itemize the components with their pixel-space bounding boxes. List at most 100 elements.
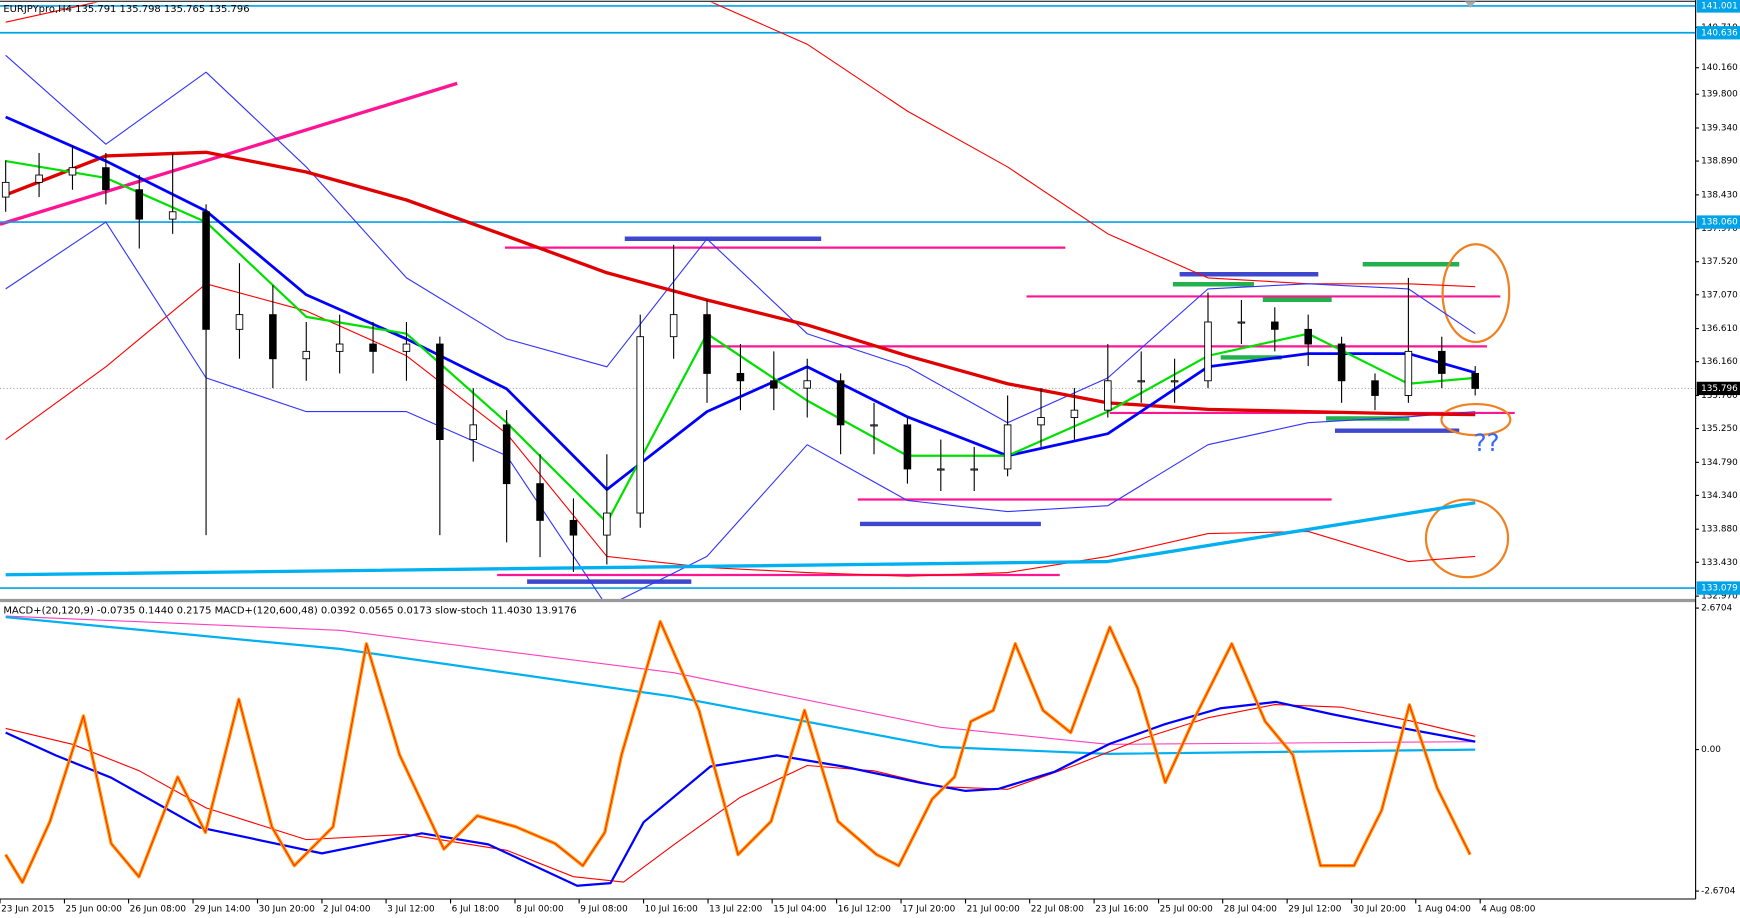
x-tick-label: 28 Jul 04:00 — [1224, 904, 1277, 914]
y-tick-label: 135.700 — [1701, 391, 1738, 401]
candle-body — [168, 211, 177, 220]
stoch-signal — [5, 621, 1471, 883]
candle-body — [402, 343, 411, 352]
y-tick-label: 137.520 — [1701, 257, 1738, 267]
y-tick-label: 138.890 — [1701, 157, 1738, 167]
x-tick-label: 26 Jun 08:00 — [130, 904, 187, 914]
overlay-line — [5, 54, 1476, 424]
green-markers — [1172, 262, 1460, 421]
y-tick-label: 133.430 — [1701, 558, 1738, 568]
candle-body — [135, 189, 144, 220]
candle-body — [1337, 343, 1346, 382]
blue-markers — [527, 236, 1460, 584]
x-tick-label: 9 Jul 08:00 — [580, 904, 628, 914]
y-tick-label: 134.340 — [1701, 491, 1738, 501]
y-tick-label: 135.250 — [1701, 424, 1738, 434]
x-tick-label: 17 Jul 20:00 — [902, 904, 955, 914]
candle-body — [736, 372, 745, 382]
candle-body — [269, 314, 277, 360]
candle-body — [1, 181, 10, 198]
candle-body — [1271, 321, 1279, 330]
candle-body — [335, 343, 344, 352]
x-tick-label: 2 Jul 04:00 — [323, 904, 371, 914]
overlay-line — [5, 150, 1476, 417]
candle-body — [1471, 372, 1479, 389]
candle-body — [1371, 380, 1379, 396]
candle-body — [903, 424, 912, 470]
candle-body — [636, 336, 645, 514]
overlay-line — [5, 159, 1476, 524]
price-label-bg — [1696, 581, 1740, 595]
candle-body — [1003, 424, 1012, 470]
indicator-line — [5, 704, 1476, 883]
candle-body — [1170, 380, 1179, 383]
indicator-line — [5, 616, 1476, 755]
indicator-line — [5, 615, 1476, 745]
overlay-line — [5, 115, 1476, 491]
y-tick-label: 134.790 — [1701, 458, 1738, 468]
candle-body — [703, 314, 711, 374]
shift-marker — [1464, 1, 1476, 8]
candle-body — [1438, 350, 1446, 374]
candle-body — [302, 350, 311, 360]
x-tick-label: 6 Jul 18:00 — [452, 904, 500, 914]
price-label: 135.796 — [1701, 384, 1738, 394]
y-tick-label: 137.070 — [1701, 290, 1738, 300]
candle-body — [1104, 380, 1112, 411]
y-tick-label: 2.6704 — [1701, 604, 1732, 614]
x-tick-label: 25 Jul 00:00 — [1160, 904, 1213, 914]
y-tick-label: -2.6704 — [1701, 887, 1736, 897]
x-tick-label: 10 Jul 16:00 — [645, 904, 698, 914]
main-plot — [0, 2, 1696, 600]
overlay-line — [5, 283, 1476, 577]
y-tick-label: 136.160 — [1701, 357, 1738, 367]
y-tick-label: 139.800 — [1701, 90, 1738, 100]
sub-plot — [4, 615, 1476, 887]
x-tick-label: 3 Jul 12:00 — [387, 904, 435, 914]
indicator-title: MACD+(20,120,9) -0.0735 0.1440 0.2175 MA… — [3, 605, 576, 616]
candle-body — [569, 519, 578, 536]
y-tick-label: 139.340 — [1701, 123, 1738, 133]
price-label: 141.001 — [1701, 1, 1738, 11]
x-tick-label: 4 Aug 08:00 — [1481, 904, 1535, 914]
candle-body — [536, 483, 544, 521]
x-tick-label: 23 Jul 16:00 — [1095, 904, 1148, 914]
y-tick-label: 0.00 — [1701, 745, 1721, 755]
candle-body — [68, 167, 77, 176]
y-tick-label: 133.880 — [1701, 525, 1738, 535]
x-tick-label: 29 Jul 12:00 — [1288, 904, 1341, 914]
x-tick-label: 1 Aug 04:00 — [1417, 904, 1471, 914]
candle-body — [1070, 409, 1079, 418]
candle-body — [469, 424, 478, 441]
candle-body — [235, 314, 244, 330]
x-tick-label: 8 Jul 00:00 — [516, 904, 564, 914]
y-tick-label: 138.430 — [1701, 190, 1738, 200]
candle-body — [35, 174, 43, 183]
indicator-line — [5, 700, 1476, 887]
annotation: ?? — [1474, 428, 1500, 457]
chart-title: EURJPYpro,H4 135.791 135.798 135.765 135… — [3, 4, 249, 15]
x-tick-label: 15 Jul 04:00 — [773, 904, 826, 914]
x-tick-label: 16 Jul 12:00 — [838, 904, 891, 914]
price-label-bg — [1696, 26, 1740, 40]
y-tick-label: 132.970 — [1701, 592, 1738, 602]
candle-body — [436, 343, 444, 441]
candle-body — [1137, 380, 1145, 383]
candle-body — [1237, 321, 1246, 324]
x-tick-label: 23 Jun 2015 — [1, 904, 54, 914]
x-tick-label: 25 Jun 00:00 — [66, 904, 123, 914]
ellipses — [1424, 243, 1512, 579]
trend-line — [0, 81, 458, 226]
x-tick-label: 22 Jul 08:00 — [1031, 904, 1084, 914]
x-tick-label: 21 Jul 00:00 — [967, 904, 1020, 914]
candle-body — [669, 314, 678, 338]
overlay-line — [5, 501, 1476, 577]
candle-body — [770, 380, 778, 389]
candle-body — [836, 380, 845, 426]
level-lines — [497, 246, 1515, 577]
y-tick-label: 140.160 — [1701, 63, 1738, 73]
x-tick-label: 30 Jun 20:00 — [259, 904, 316, 914]
price-label-bg — [1696, 0, 1740, 13]
